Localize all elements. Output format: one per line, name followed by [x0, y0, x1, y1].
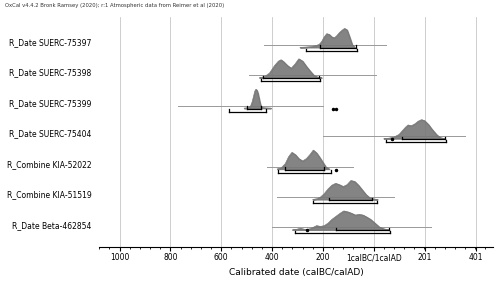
X-axis label: Calibrated date (calBC/calAD): Calibrated date (calBC/calAD) — [229, 268, 364, 277]
Text: OxCal v4.4.2 Bronk Ramsey (2020); r:1 Atmospheric data from Reimer et al (2020): OxCal v4.4.2 Bronk Ramsey (2020); r:1 At… — [5, 3, 224, 8]
